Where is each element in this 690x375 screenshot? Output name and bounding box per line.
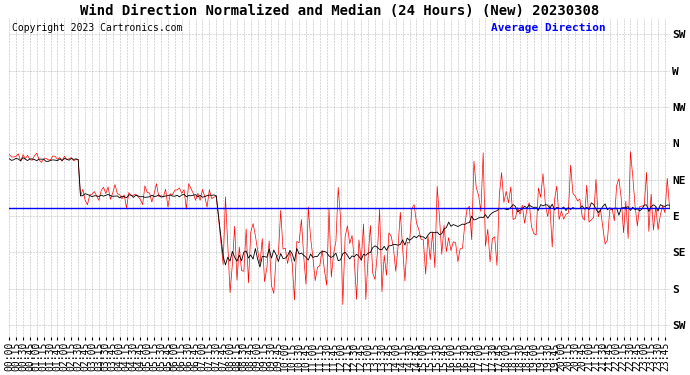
Text: Average Direction: Average Direction	[491, 23, 606, 33]
Text: Copyright 2023 Cartronics.com: Copyright 2023 Cartronics.com	[12, 23, 183, 33]
Title: Wind Direction Normalized and Median (24 Hours) (New) 20230308: Wind Direction Normalized and Median (24…	[80, 4, 599, 18]
